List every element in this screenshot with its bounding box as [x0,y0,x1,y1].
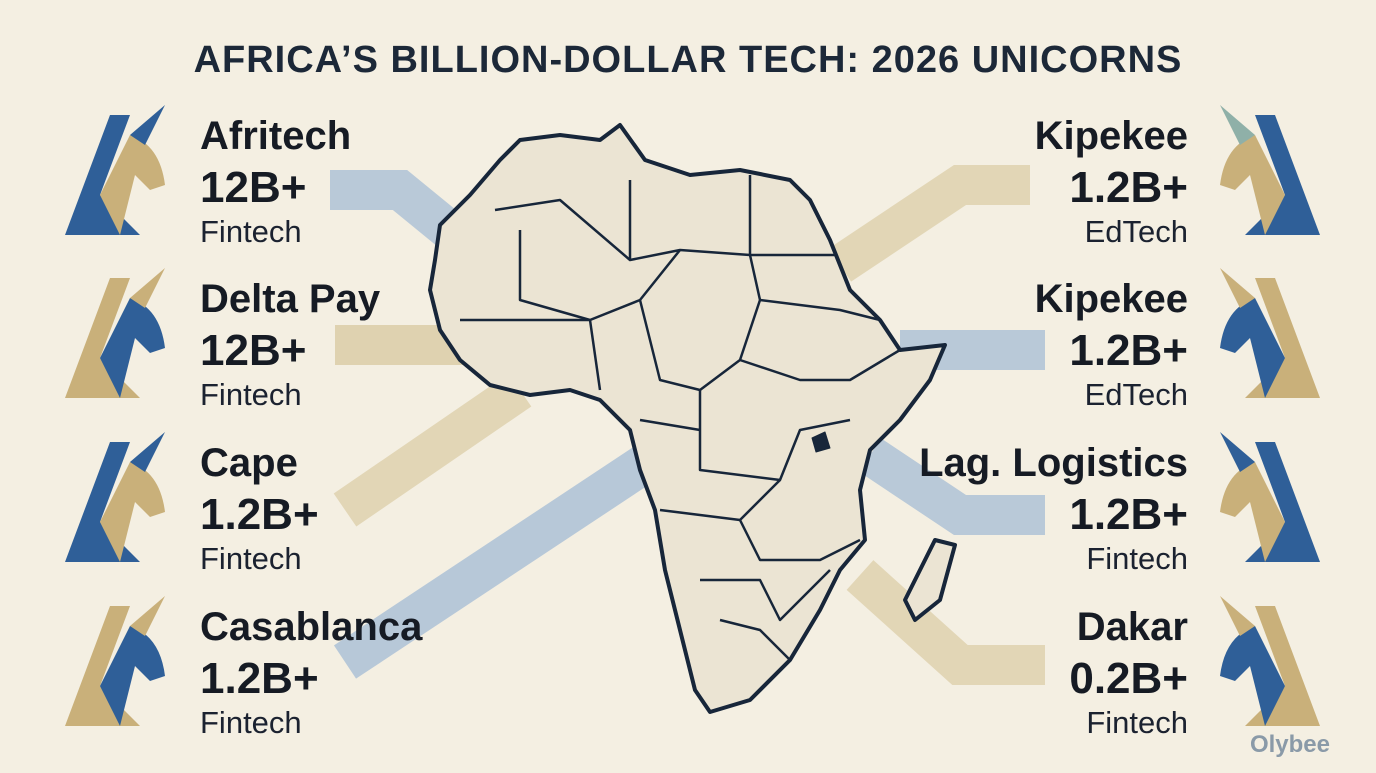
sector: Fintech [200,541,302,576]
icon-shape [1220,135,1285,235]
icon-shape [1220,105,1255,145]
icon-shape [1220,596,1255,636]
unicorn-icon [1220,268,1320,398]
valuation: 12B+ [200,163,306,212]
company-name: Casablanca [200,605,423,649]
ribbon [846,560,1045,685]
icon-shape [1245,278,1320,398]
sector: Fintech [1086,705,1188,740]
ribbon [333,443,662,679]
icon-shape [100,462,165,562]
icon-shape [130,596,165,636]
company-name: Delta Pay [200,277,381,321]
icon-shape [1220,626,1285,726]
madagascar [903,538,957,622]
icon-shape [1245,115,1320,235]
icon-shape [130,268,165,308]
icon-shape [1220,298,1285,398]
company-name: Dakar [1077,605,1188,649]
icon-shape [65,442,140,562]
ribbons [330,165,1045,685]
icon-shape [65,115,140,235]
icon-shape [130,432,165,472]
valuation: 0.2B+ [1069,654,1188,703]
unicorn-icon [1220,432,1320,562]
valuation: 1.2B+ [1069,326,1188,375]
company-name: Kipekee [1035,277,1188,321]
icon-shape [100,135,165,235]
unicorn-icon [1220,105,1320,235]
title: AFRICA’S BILLION-DOLLAR TECH: 2026 UNICO… [194,39,1183,81]
valuation: 1.2B+ [200,654,319,703]
icon-shape [1245,442,1320,562]
unicorn-icon [65,268,165,398]
icon-shape [65,278,140,398]
rwanda [811,431,831,453]
ribbon [330,170,468,251]
unicorn-icon [65,105,165,235]
valuation: 1.2B+ [200,490,319,539]
borders [460,175,901,661]
icon-shape [100,626,165,726]
sector: Fintech [1086,541,1188,576]
icon-shape [130,105,165,145]
icon-shape [100,298,165,398]
icon-shape [1220,432,1255,472]
icon-shape [65,606,140,726]
sector: Fintech [200,705,302,740]
unicorn-icon [1220,596,1320,726]
sector: EdTech [1085,214,1188,249]
unicorn-icon [65,596,165,726]
valuation: 12B+ [200,326,306,375]
company-name: Lag. Logistics [919,441,1188,485]
icon-shape [1220,268,1255,308]
valuation: 1.2B+ [1069,490,1188,539]
company-name: Cape [200,441,298,485]
africa-map [428,123,957,714]
ribbon [333,373,532,527]
valuation: 1.2B+ [1069,163,1188,212]
sector: Fintech [200,377,302,412]
ribbon [828,165,1030,282]
continent [428,123,947,714]
icon-shape [1245,606,1320,726]
company-name: Kipekee [1035,114,1188,158]
icon-shape [1220,462,1285,562]
company-name: Afritech [200,114,351,158]
ribbon [858,438,1045,535]
sector: EdTech [1085,377,1188,412]
sector: Fintech [200,214,302,249]
unicorn-icon [65,432,165,562]
watermark: Olybee [1250,731,1330,758]
